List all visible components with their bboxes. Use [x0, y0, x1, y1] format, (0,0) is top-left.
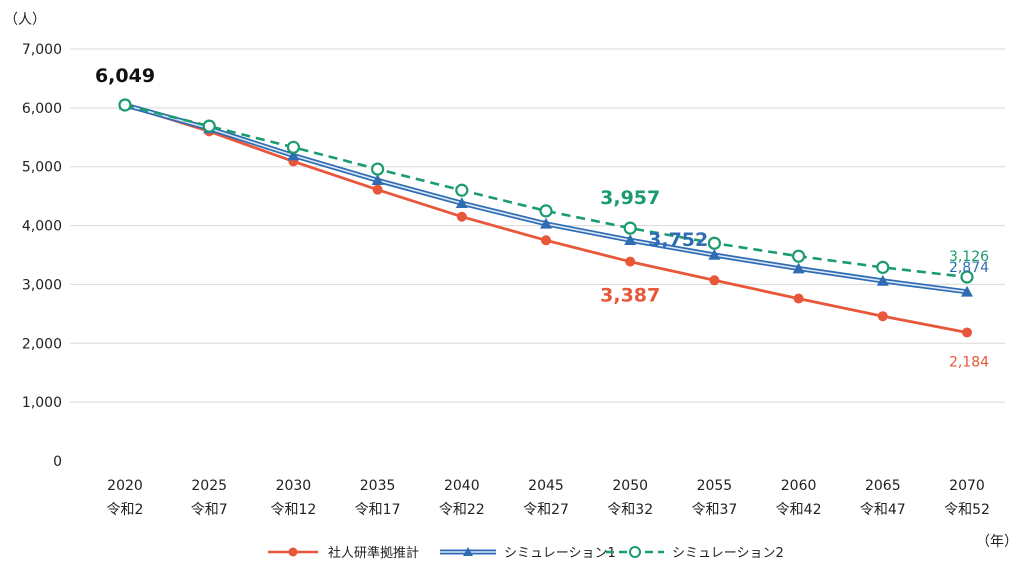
- x-tick-label: 2050: [612, 478, 648, 494]
- x-tick-label: 2045: [528, 478, 564, 494]
- series-line-1: [124, 102, 968, 295]
- series-point-2: [455, 183, 469, 197]
- series-point-2: [202, 119, 216, 133]
- legend-label: 社人研準拠推計: [328, 545, 419, 561]
- series-point-0: [793, 293, 804, 304]
- y-tick-label: 4,000: [22, 219, 62, 235]
- data-label: 2,184: [949, 354, 989, 370]
- legend-label: シミュレーション1: [504, 546, 616, 561]
- series-point-1: [540, 217, 552, 229]
- series-point-0: [709, 275, 720, 286]
- series-point-2: [623, 221, 637, 235]
- x-tick-label: 2025: [191, 478, 227, 494]
- series-point-2: [960, 270, 974, 284]
- legend-item-2: シミュレーション2: [606, 546, 784, 561]
- x-tick-label: 2055: [697, 478, 733, 494]
- legend-item-1: シミュレーション1: [440, 546, 616, 561]
- x-tick-sublabel: 令和52: [944, 502, 990, 518]
- x-axis-unit: （年）: [976, 534, 1018, 550]
- series-point-1: [961, 285, 973, 297]
- y-tick-label: 6,000: [22, 101, 62, 117]
- x-tick-label: 2035: [360, 478, 396, 494]
- series-point-2: [286, 140, 300, 154]
- data-label: 3,957: [600, 187, 660, 209]
- legend-item-0: 社人研準拠推計: [268, 545, 419, 561]
- data-label: 3,126: [949, 249, 989, 265]
- x-tick-sublabel: 令和2: [107, 502, 144, 518]
- series-point-1: [708, 249, 721, 260]
- x-tick-sublabel: 令和7: [191, 502, 228, 518]
- legend-label: シミュレーション2: [672, 546, 784, 561]
- x-tick-sublabel: 令和42: [776, 502, 822, 518]
- series-point-1: [624, 234, 637, 245]
- series-point-0: [625, 256, 636, 267]
- series-point-1: [371, 174, 384, 186]
- series-point-2: [791, 249, 806, 263]
- data-label: 3,387: [600, 285, 660, 307]
- series-point-0: [962, 327, 972, 338]
- x-tick-label: 2070: [949, 478, 985, 494]
- series-point-0: [541, 235, 551, 246]
- x-tick-label: 2030: [276, 478, 312, 494]
- y-axis-unit: （人）: [4, 12, 46, 28]
- series-point-2: [371, 162, 385, 176]
- series-point-2: [118, 98, 132, 112]
- legend-marker: [629, 546, 641, 558]
- y-tick-label: 7,000: [22, 42, 62, 58]
- series-point-0: [877, 311, 888, 322]
- series-point-1: [792, 262, 805, 274]
- x-tick-label: 2040: [444, 478, 480, 494]
- x-tick-label: 2065: [865, 478, 901, 494]
- y-tick-label: 0: [53, 454, 62, 470]
- legend-marker: [463, 547, 473, 556]
- x-tick-sublabel: 令和32: [607, 502, 653, 518]
- x-tick-sublabel: 令和37: [691, 502, 737, 518]
- x-tick-sublabel: 令和17: [355, 502, 401, 518]
- series-point-1: [876, 274, 889, 286]
- series-line-inner-1: [124, 104, 968, 293]
- series-point-0: [372, 184, 383, 195]
- x-tick-sublabel: 令和27: [523, 502, 569, 518]
- data-label: 2,874: [949, 260, 989, 276]
- y-tick-label: 2,000: [22, 336, 62, 352]
- series-point-2: [539, 204, 553, 218]
- legend-marker: [288, 547, 298, 557]
- y-tick-label: 5,000: [22, 160, 62, 176]
- x-tick-label: 2020: [107, 478, 143, 494]
- series-point-1: [455, 197, 468, 209]
- x-tick-sublabel: 令和22: [439, 502, 485, 518]
- series-point-2: [876, 260, 890, 274]
- data-label: 6,049: [95, 65, 155, 87]
- series-point-0: [456, 211, 467, 222]
- data-label: 3,752: [648, 229, 708, 251]
- series-point-1: [287, 149, 300, 161]
- x-tick-sublabel: 令和47: [860, 502, 906, 518]
- y-tick-label: 3,000: [22, 277, 62, 293]
- y-tick-label: 1,000: [22, 395, 62, 411]
- x-tick-sublabel: 令和12: [270, 502, 316, 518]
- series-line-2: [124, 103, 968, 279]
- series-point-2: [707, 236, 722, 250]
- x-tick-label: 2060: [781, 478, 817, 494]
